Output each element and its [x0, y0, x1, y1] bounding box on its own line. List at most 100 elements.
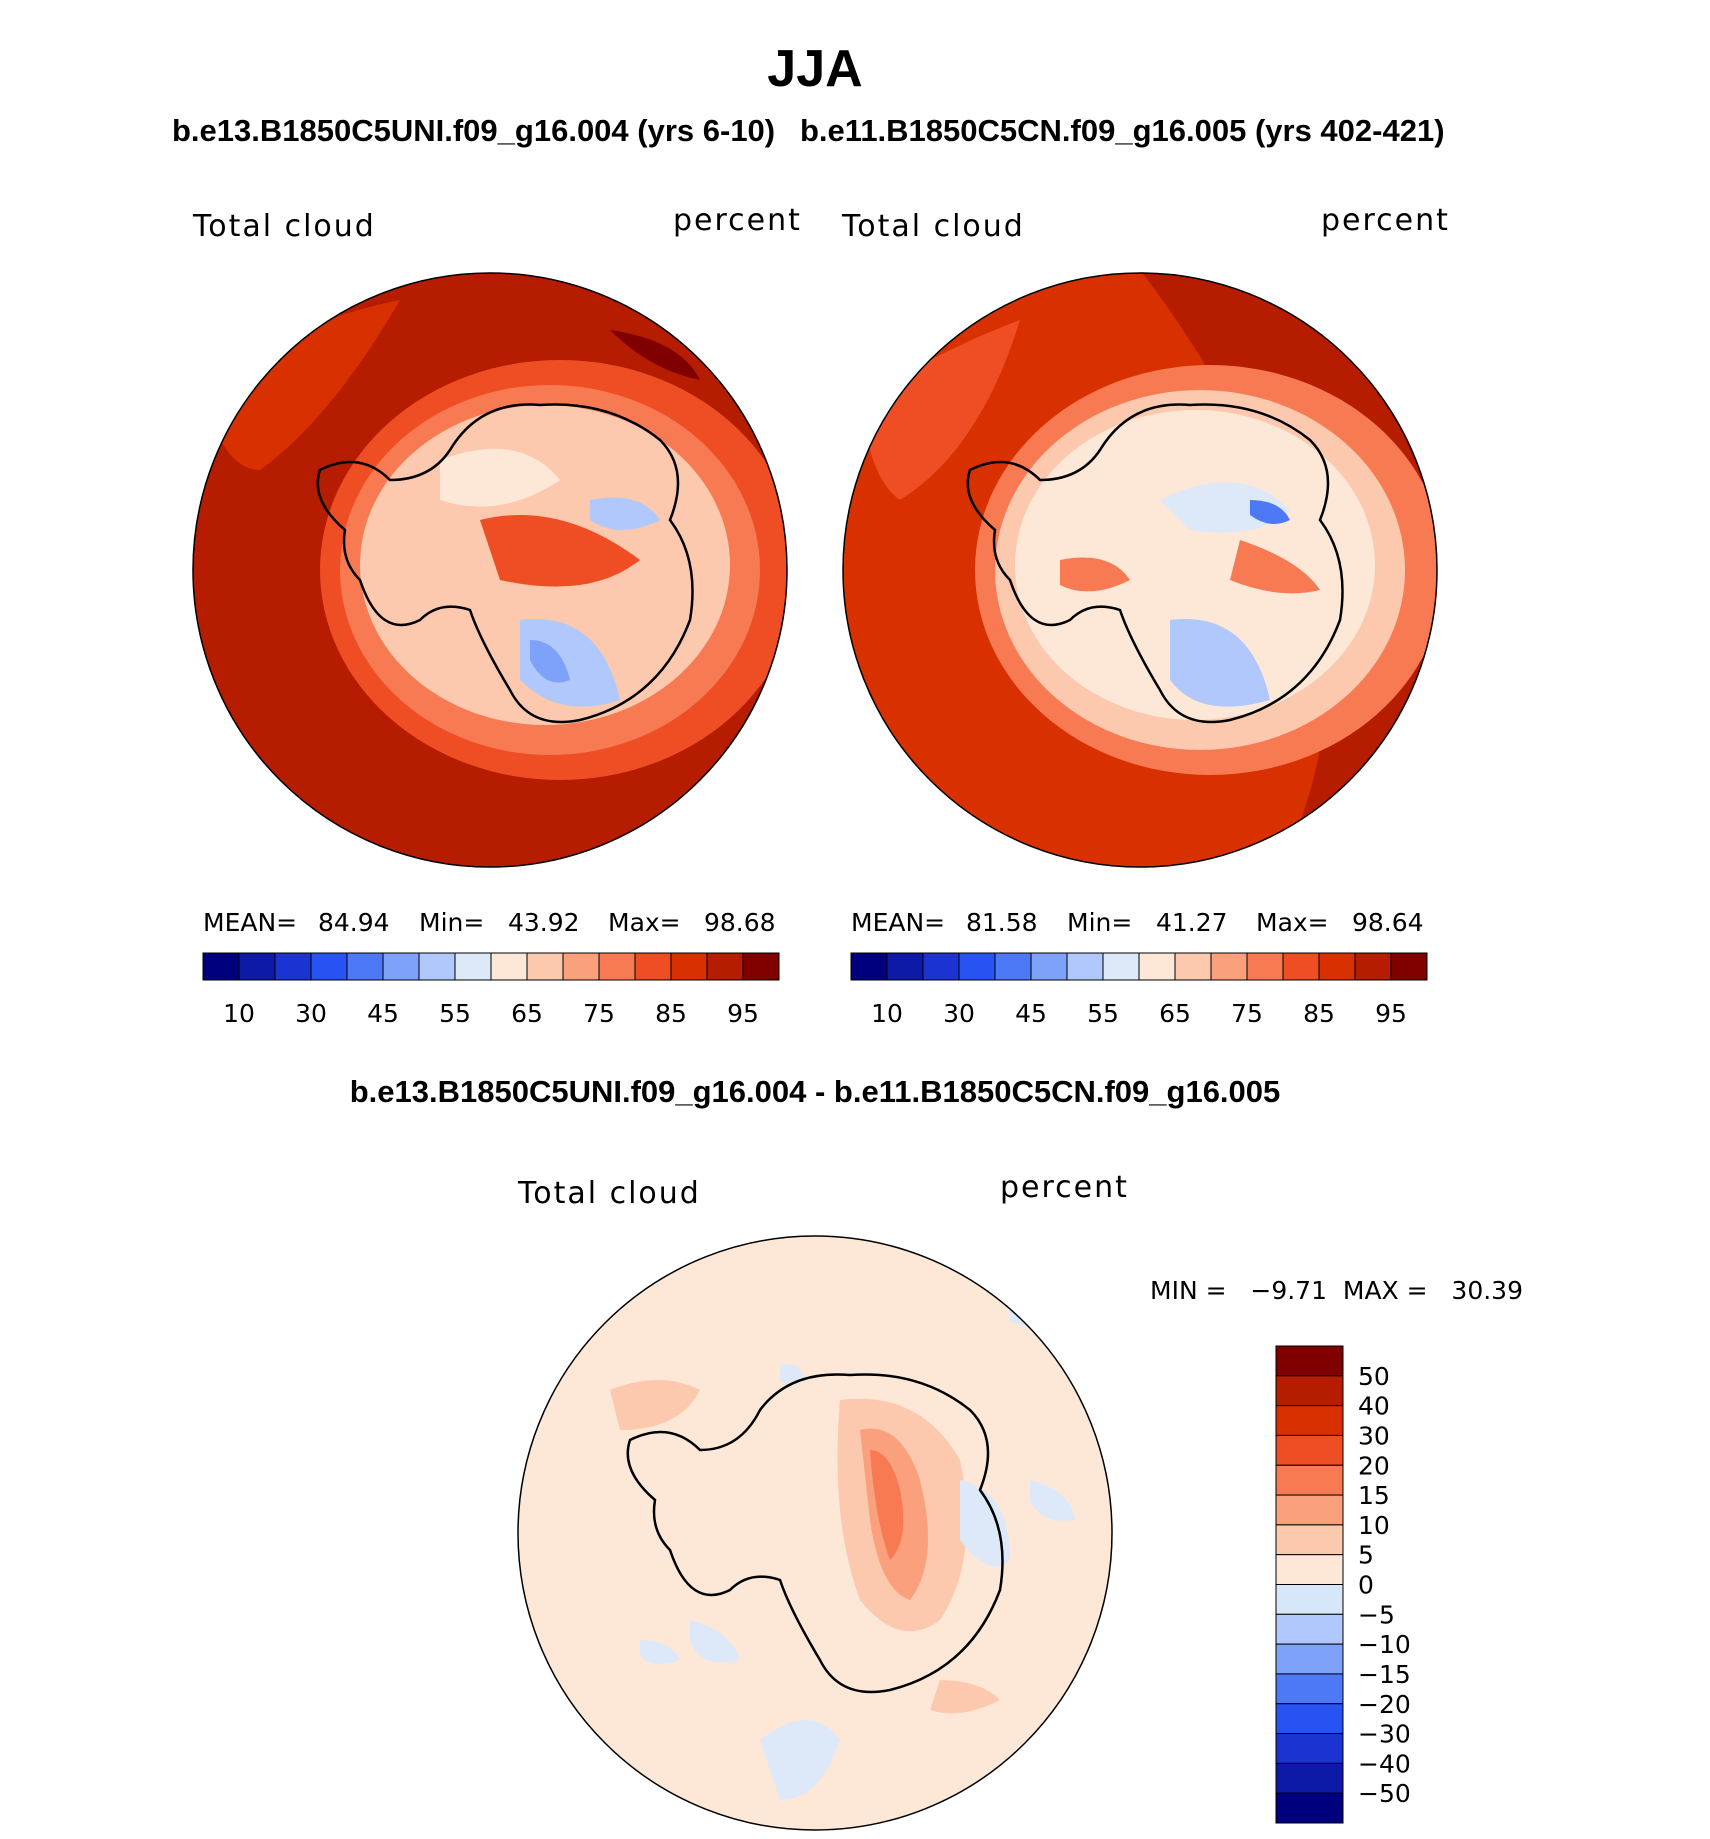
left-colorbar-tick-label: 55 — [439, 999, 471, 1028]
diff-colorbar-tick-label: 20 — [1358, 1451, 1390, 1480]
diff-colorbar-tick-label: 50 — [1358, 1362, 1390, 1391]
left-colorbar-tick-label: 30 — [295, 999, 327, 1028]
right-units-label: percent — [1321, 203, 1450, 238]
right-colorbar-swatch — [850, 952, 888, 981]
right-colorbar-swatch — [1390, 952, 1428, 981]
diff-colorbar-tick-label: −50 — [1358, 1779, 1411, 1808]
left-colorbar-swatch — [706, 952, 744, 981]
diff-colorbar-tick-label: 40 — [1358, 1392, 1390, 1421]
right-min-value: 41.27 — [1156, 908, 1228, 937]
left-max-label: Max= — [608, 908, 681, 937]
left-colorbar-swatch — [634, 952, 672, 981]
diff-colorbar-tick-label: 30 — [1358, 1421, 1390, 1450]
diff-colorbar-swatch — [1275, 1733, 1344, 1764]
left-colorbar-swatch — [382, 952, 420, 981]
right-colorbar-tick-label: 55 — [1087, 999, 1119, 1028]
diff-field-label: Total cloud — [517, 1176, 701, 1211]
right-colorbar-tick-label: 10 — [871, 999, 903, 1028]
diff-colorbar-swatch — [1275, 1673, 1344, 1705]
left-colorbar-swatch — [670, 952, 708, 981]
diff-colorbar-swatch — [1275, 1762, 1344, 1794]
right-min-label: Min= — [1067, 908, 1132, 937]
right-colorbar-swatch — [994, 952, 1032, 981]
left-colorbar: 10 30 45 55 65 75 85 95 — [202, 952, 780, 1028]
right-map — [842, 272, 1438, 868]
left-stats: MEAN= 84.94 Min= 43.92 Max= 98.68 — [203, 908, 776, 937]
right-colorbar-tick-label: 75 — [1231, 999, 1263, 1028]
diff-colorbar-tick-label: 10 — [1358, 1511, 1390, 1540]
left-mean-label: MEAN= — [203, 908, 297, 937]
right-colorbar-swatch — [1174, 952, 1212, 981]
diff-panel-title: b.e13.B1850C5UNI.f09_g16.004 - b.e11.B18… — [350, 1074, 1281, 1109]
right-max-label: Max= — [1256, 908, 1329, 937]
left-colorbar-tick-label: 65 — [511, 999, 543, 1028]
diff-colorbar-tick-label: −30 — [1358, 1720, 1411, 1749]
diff-colorbar-tick-label: 5 — [1358, 1541, 1374, 1570]
left-colorbar-swatch — [238, 952, 276, 981]
right-field-label: Total cloud — [841, 209, 1025, 244]
diff-colorbar-tick-label: −15 — [1358, 1660, 1411, 1689]
page-title: JJA — [767, 40, 862, 98]
diff-colorbar-swatch — [1275, 1524, 1344, 1556]
left-panel-title: b.e13.B1850C5UNI.f09_g16.004 (yrs 6-10) — [172, 113, 775, 148]
left-units-label: percent — [673, 203, 802, 238]
diff-colorbar-swatch — [1275, 1464, 1344, 1496]
right-colorbar-swatch — [1138, 952, 1176, 981]
diff-colorbar-swatch — [1275, 1613, 1344, 1645]
diff-colorbar-swatch — [1275, 1643, 1344, 1675]
left-field-label: Total cloud — [192, 209, 376, 244]
diff-colorbar-tick-label: 15 — [1358, 1481, 1390, 1510]
right-colorbar: 10 30 45 55 65 75 85 95 — [850, 952, 1428, 1028]
right-colorbar-swatch — [886, 952, 924, 981]
left-colorbar-swatch — [202, 952, 240, 981]
left-map — [192, 272, 788, 868]
right-colorbar-tick-label: 85 — [1303, 999, 1335, 1028]
diff-colorbar-swatch — [1275, 1494, 1344, 1526]
right-mean-value: 81.58 — [966, 908, 1038, 937]
left-colorbar-swatch — [526, 952, 564, 981]
right-colorbar-swatch — [1282, 952, 1320, 981]
diff-colorbar-swatch — [1275, 1703, 1344, 1735]
left-colorbar-swatch — [346, 952, 384, 981]
left-colorbar-swatch — [418, 952, 456, 981]
left-mean-value: 84.94 — [318, 908, 390, 937]
diff-colorbar-tick-label: 0 — [1358, 1571, 1374, 1600]
left-colorbar-swatch — [742, 952, 780, 981]
diff-colorbar-tick-label: −10 — [1358, 1630, 1411, 1659]
diff-colorbar-swatch — [1275, 1554, 1344, 1585]
left-colorbar-tick-label: 10 — [223, 999, 255, 1028]
left-colorbar-tick-label: 95 — [727, 999, 759, 1028]
diff-colorbar-swatch — [1275, 1375, 1344, 1407]
right-colorbar-swatch — [1066, 952, 1104, 981]
diff-colorbar-swatch — [1275, 1584, 1344, 1615]
diff-map — [517, 1235, 1113, 1831]
left-colorbar-swatch — [490, 952, 528, 981]
right-colorbar-swatch — [1030, 952, 1068, 981]
right-colorbar-swatch — [958, 952, 996, 981]
right-colorbar-tick-label: 30 — [943, 999, 975, 1028]
diff-colorbar-swatch — [1275, 1434, 1344, 1466]
left-colorbar-swatch — [598, 952, 636, 981]
right-colorbar-swatch — [1102, 952, 1140, 981]
right-mean-label: MEAN= — [851, 908, 945, 937]
left-colorbar-swatch — [310, 952, 348, 981]
diff-units-label: percent — [1000, 1170, 1129, 1205]
left-colorbar-swatch — [454, 952, 492, 981]
left-colorbar-tick-label: 45 — [367, 999, 399, 1028]
right-max-value: 98.64 — [1352, 908, 1424, 937]
diff-colorbar-swatch — [1275, 1345, 1344, 1377]
left-min-label: Min= — [419, 908, 484, 937]
left-colorbar-tick-label: 75 — [583, 999, 615, 1028]
right-colorbar-swatch — [1318, 952, 1356, 981]
left-colorbar-swatch — [562, 952, 600, 981]
left-min-value: 43.92 — [508, 908, 580, 937]
right-stats: MEAN= 81.58 Min= 41.27 Max= 98.64 — [851, 908, 1424, 937]
diff-colorbar-tick-label: −20 — [1358, 1690, 1411, 1719]
diff-colorbar-tick-label: −40 — [1358, 1749, 1411, 1778]
diff-colorbar-tick-label: −5 — [1358, 1600, 1395, 1629]
right-colorbar-swatch — [1210, 952, 1248, 981]
diff-colorbar-swatch — [1275, 1405, 1344, 1436]
right-panel-title: b.e11.B1850C5CN.f09_g16.005 (yrs 402-421… — [800, 113, 1445, 148]
